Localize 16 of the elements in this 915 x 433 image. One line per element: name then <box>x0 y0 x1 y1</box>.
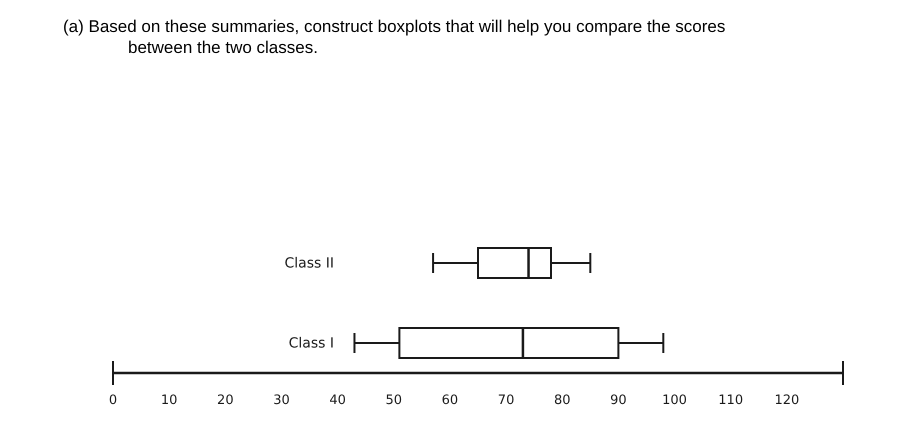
x-tick-label: 0 <box>108 393 118 408</box>
x-tick-label: 110 <box>718 393 744 408</box>
x-tick-label: 70 <box>498 393 514 408</box>
x-tick-label: 30 <box>273 393 290 408</box>
x-tick-label: 120 <box>774 393 800 408</box>
x-tick-label: 80 <box>554 393 571 408</box>
x-tick-label: 10 <box>160 393 178 408</box>
x-tick-label: 60 <box>442 393 458 408</box>
x-tick-label: 100 <box>662 393 687 408</box>
x-tick-label: 90 <box>610 393 627 408</box>
x-tick-label: 20 <box>217 393 234 408</box>
x-tick-label: 40 <box>329 393 346 408</box>
x-tick-label: 50 <box>385 393 402 408</box>
chart-title: (a) Based on these summaries, construct boxplots that will help you compare the scores between the two classes. <box>63 17 726 57</box>
y-tick-label: Class I <box>288 335 334 352</box>
y-tick-label: Class II <box>284 255 334 272</box>
